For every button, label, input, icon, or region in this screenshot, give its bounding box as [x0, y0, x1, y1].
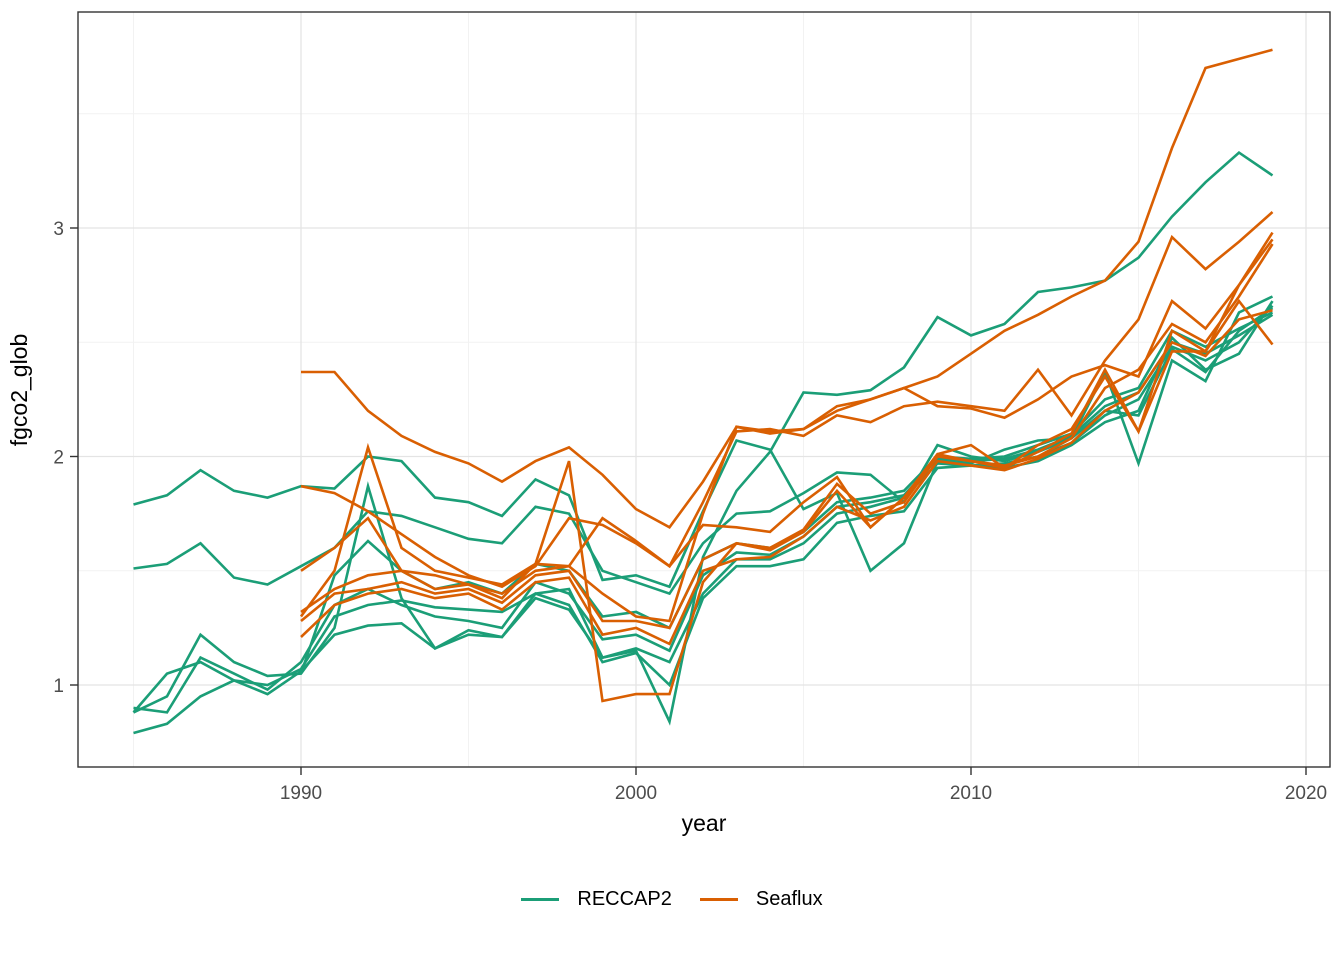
legend-key-line-icon: [521, 898, 560, 901]
x-tick-label: 1990: [280, 783, 322, 804]
legend-item-seaflux: Seaflux: [699, 888, 823, 911]
series-line-Seaflux-product-4: [300, 238, 1274, 623]
x-tick-label: 2020: [1285, 783, 1327, 804]
legend-label: RECCAP2: [577, 888, 672, 910]
legend-label: Seaflux: [755, 888, 823, 910]
series-line-RECCAP2-model-1: [132, 150, 1274, 726]
y-tick-label: 1: [53, 676, 64, 697]
series-line-Seaflux-product-6: [300, 243, 1274, 630]
legend: RECCAP2 Seaflux: [0, 888, 1344, 911]
y-tick-label: 2: [53, 448, 64, 469]
series-line-Seaflux-product-5: [300, 298, 1274, 613]
legend-item-reccap2: RECCAP2: [521, 888, 672, 911]
plot-panel: [78, 12, 1330, 767]
series-line-RECCAP2-model-4: [132, 300, 1274, 714]
x-tick-label: 2010: [950, 783, 992, 804]
legend-key-line-icon: [699, 898, 738, 901]
panel-border: [77, 11, 1331, 768]
series-line-Seaflux-product-7: [300, 309, 1273, 646]
x-tick-label: 2000: [615, 783, 657, 804]
x-axis-title: year: [681, 810, 727, 836]
y-axis-title: fgco2_glob: [6, 333, 32, 447]
y-tick-label: 3: [53, 219, 64, 240]
series-line-RECCAP2-model-7: [133, 313, 1274, 714]
